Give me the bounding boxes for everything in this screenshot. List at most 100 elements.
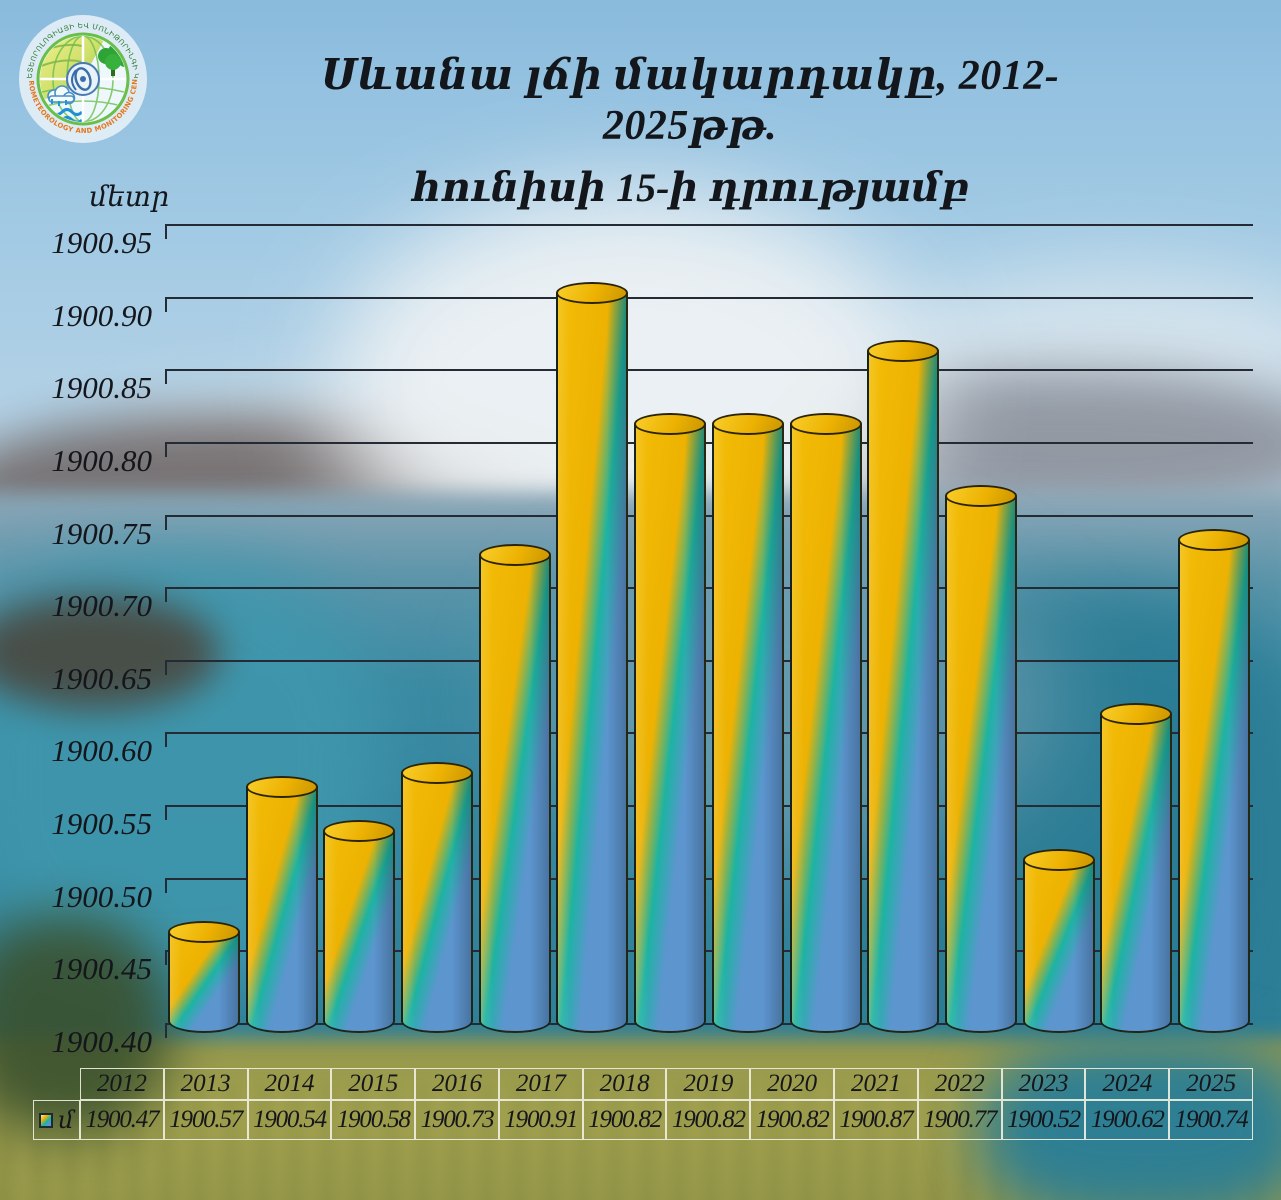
year-header-cell: 2019	[666, 1068, 751, 1100]
bar-2016	[478, 543, 551, 1033]
y-tick-label: 1900.40	[51, 1024, 152, 1059]
axis-tick	[165, 879, 167, 893]
gridline	[165, 441, 1253, 457]
bar-2023	[1022, 848, 1095, 1033]
bar-2019	[711, 412, 784, 1033]
y-tick-label: 1900.50	[51, 878, 152, 914]
year-header-cell: 2015	[331, 1068, 416, 1100]
y-tick-label: 1900.45	[51, 951, 152, 987]
bar-top-ellipse	[1100, 703, 1173, 726]
year-header-cell: 2023	[1001, 1068, 1086, 1100]
chart-title: Սևանա լճի մակարդակը, 2012-2025թթ. հունիս…	[250, 50, 1130, 211]
bar-2025	[1178, 529, 1251, 1033]
value-cell: 1900.58	[331, 1100, 416, 1140]
value-cell: 1900.62	[1085, 1100, 1170, 1140]
value-cell: 1900.87	[834, 1100, 918, 1140]
axis-tick	[165, 1025, 167, 1038]
value-cell: 1900.91	[498, 1100, 583, 1140]
value-cell: 1900.47	[80, 1100, 164, 1140]
value-cell: 1900.82	[582, 1100, 667, 1140]
y-tick-label: 1900.85	[51, 370, 152, 406]
bar-top-ellipse	[634, 412, 707, 435]
chart-title-line-1: Սևանա լճի մակարդակը, 2012-2025թթ.	[320, 53, 1060, 149]
y-axis-unit-label: մետր	[89, 182, 169, 213]
bar-top-ellipse	[1178, 529, 1251, 552]
bar-body	[167, 932, 240, 1033]
bush-bottom-left	[0, 915, 170, 1135]
bar-top-ellipse	[945, 485, 1017, 508]
bar-body	[711, 423, 784, 1033]
logo-swirl-icon	[71, 67, 92, 91]
bar-body	[401, 772, 473, 1033]
bar-body	[556, 293, 629, 1033]
gridline	[165, 805, 1253, 821]
water-bottom-right	[981, 1040, 1281, 1200]
year-header-cell: 2013	[163, 1068, 248, 1100]
bar-body	[789, 423, 862, 1033]
dark-peninsula	[0, 595, 220, 710]
y-tick-label: 1900.60	[51, 733, 152, 769]
gridline	[165, 369, 1253, 385]
y-tick-label: 1900.90	[51, 297, 152, 333]
value-cell: 1900.82	[666, 1100, 751, 1140]
value-cell: 1900.74	[1169, 1100, 1253, 1140]
bar-top-ellipse	[1022, 848, 1095, 871]
bar-2018	[634, 412, 707, 1033]
hydromet-logo: ՀԻԴՐՈՄԵՏԵՈՐՈԼՈԳԻԱՅԻ ԵՎ ՄՈՆԻԹՈՐԻՆԳԻ ԿԵՆՏՐ…	[16, 12, 147, 143]
legend-swatch-icon	[39, 1112, 54, 1128]
bar-2024	[1100, 703, 1173, 1033]
year-header-cell: 2018	[582, 1068, 667, 1100]
bar-top-ellipse	[867, 340, 940, 363]
bar-top-ellipse	[478, 543, 551, 566]
axis-tick	[165, 807, 167, 821]
legend-series-label: մ	[58, 1107, 74, 1134]
value-cell: 1900.73	[415, 1100, 499, 1140]
axis-tick	[165, 443, 167, 457]
bar-body	[1178, 540, 1251, 1033]
bar-body	[323, 830, 396, 1033]
year-header-cell: 2014	[247, 1068, 332, 1100]
y-tick-label: 1900.95	[51, 225, 152, 260]
year-header-cell: 2022	[917, 1068, 1002, 1100]
year-header-cell: 2020	[750, 1068, 835, 1100]
y-tick-label: 1900.75	[51, 515, 152, 551]
bar-2022	[945, 485, 1017, 1033]
value-cell: 1900.57	[163, 1100, 248, 1140]
gridline	[165, 587, 1253, 603]
axis-tick	[165, 371, 167, 385]
axis-tick	[165, 589, 167, 603]
bar-body	[1022, 859, 1095, 1033]
bar-2015	[401, 761, 473, 1033]
bar-top-ellipse	[323, 819, 396, 842]
logo-cloud-icon	[47, 85, 76, 106]
y-tick-label: 1900.55	[51, 806, 152, 842]
gridline	[165, 296, 1253, 312]
bar-body	[634, 423, 707, 1033]
axis-tick	[165, 952, 167, 966]
chart-title-line-2: հունիսի 15-ի դրությամբ	[411, 165, 969, 210]
value-cell: 1900.54	[247, 1100, 332, 1140]
data-table: 2012 2013 2014 2015 2016 2017 2018 2019 2020 2021…	[33, 1068, 1253, 1140]
y-tick-label: 1900.70	[51, 588, 152, 624]
year-header-cell: 2016	[415, 1068, 499, 1100]
year-header-cell: 2025	[1169, 1068, 1253, 1100]
bar-2014	[323, 819, 396, 1033]
bar-top-ellipse	[167, 921, 240, 944]
y-tick-label: 1900.80	[51, 442, 152, 478]
bar-body	[1100, 714, 1173, 1033]
bar-body	[867, 351, 940, 1033]
gridline	[165, 659, 1253, 675]
bar-2013	[245, 776, 318, 1033]
bar-body	[945, 496, 1017, 1033]
axis-tick	[165, 516, 167, 530]
axis-tick	[165, 226, 167, 239]
year-header-cell: 2017	[498, 1068, 583, 1100]
bar-body	[478, 554, 551, 1033]
gridline	[165, 514, 1253, 530]
value-cell: 1900.52	[1001, 1100, 1086, 1140]
bar-2012	[167, 921, 240, 1033]
axis-tick	[165, 298, 167, 312]
gridline	[165, 1023, 1253, 1038]
bar-2020	[789, 412, 862, 1033]
